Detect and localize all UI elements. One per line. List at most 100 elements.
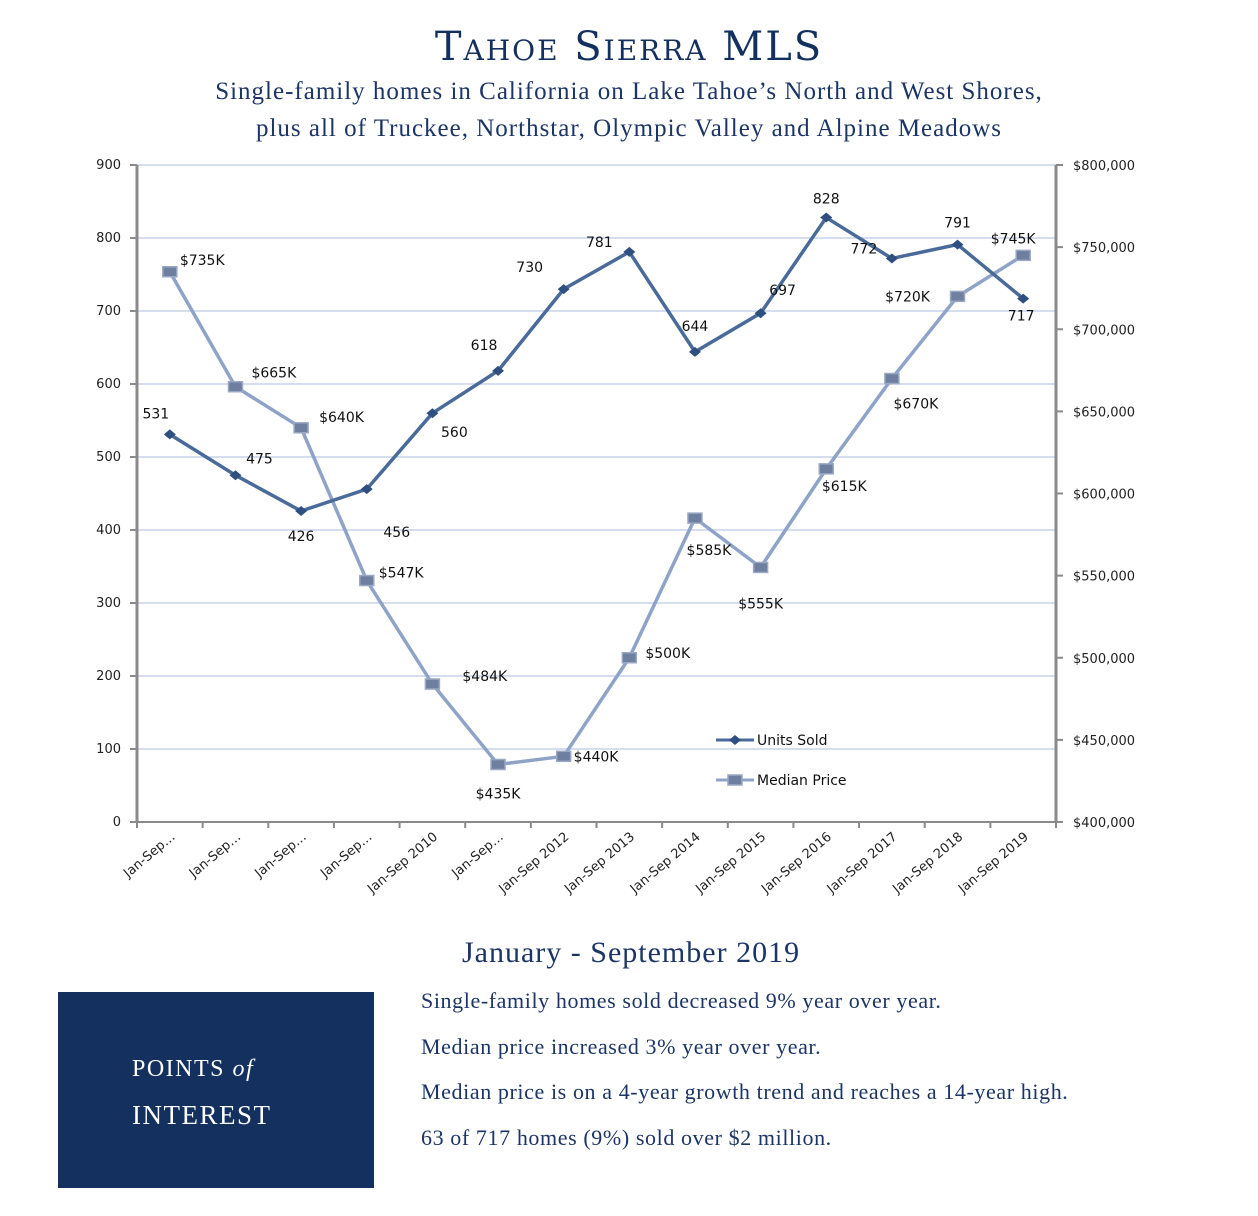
median-price-line: [168, 253, 1025, 767]
points-of-interest-box: POINTS of INTEREST: [58, 992, 374, 1188]
left-axis-tick-label: 300: [96, 596, 121, 611]
points-list: Single-family homes sold decreased 9% ye…: [421, 988, 1068, 1170]
left-axis-tick-label: 100: [96, 742, 121, 757]
median-price-marker: [293, 422, 309, 434]
legend-median-price: Median Price: [757, 773, 847, 789]
x-axis-tick-label: Jan-Sep…: [449, 830, 507, 882]
median-price-marker: [752, 561, 769, 574]
units-sold-marker: [885, 253, 898, 264]
units-sold-data-label: 730: [516, 260, 543, 276]
point-item: Median price is on a 4-year growth trend…: [421, 1079, 1069, 1104]
left-axis-tick-label: 200: [96, 669, 121, 684]
x-axis-tick-label: Jan-Sep 2013: [561, 830, 638, 898]
left-axis-tick-label: 0: [113, 815, 121, 830]
median-price-marker: [359, 574, 375, 587]
units-sold-marker: [360, 484, 373, 495]
units-sold-data-label: 475: [246, 451, 273, 467]
median-price-data-label: $484K: [462, 669, 508, 685]
median-price-marker: [621, 652, 638, 664]
gridlines: [137, 164, 1056, 750]
legend: Units Sold Median Price: [716, 733, 847, 789]
units-sold-marker: [820, 212, 833, 223]
x-axis-tick-label: Jan-Sep 2014: [627, 830, 704, 898]
poi-word-of: of: [232, 1056, 255, 1082]
median-price-marker: [818, 463, 834, 475]
median-price-data-label: $435K: [476, 787, 522, 803]
units-sold-marker: [688, 346, 701, 357]
x-axis-tick-label: Jan-Sep 2010: [364, 830, 441, 898]
subtitle-line-2: plus all of Truckee, Northstar, Olympic …: [255, 115, 1003, 142]
median-price-data-label: $665K: [251, 366, 297, 382]
median-price-marker: [687, 512, 703, 524]
median-price-data-label: $735K: [180, 253, 226, 269]
units-sold-data-label: 644: [682, 319, 709, 335]
median-price-marker: [949, 290, 966, 303]
units-sold-data-label: 791: [944, 216, 971, 232]
x-axis-tick-label: Jan-Sep…: [317, 830, 375, 882]
legend-units-diamond-icon: [729, 735, 741, 745]
units-sold-marker: [492, 365, 505, 376]
left-axis-ticks: 0 100 200 300 400 500 600 700 800 900: [96, 158, 121, 830]
units-sold-data-label: 697: [769, 283, 796, 299]
right-axis-tick-label: $550,000: [1073, 570, 1135, 585]
median-price-data-label: $555K: [738, 596, 784, 612]
units-sold-data-label: 618: [471, 338, 498, 354]
median-price-marker: [162, 266, 178, 278]
left-axis-tick-label: 700: [96, 304, 121, 319]
units-sold-marker: [557, 284, 570, 295]
units-sold-data-label: 717: [1008, 309, 1035, 325]
median-price-marker: [490, 758, 506, 771]
data-labels: 531 475 426 456 560 618 730 781 644 697 828 772 791 7…: [142, 192, 1036, 803]
median-price-marker: [424, 678, 441, 690]
units-sold-data-label: 456: [383, 525, 410, 541]
units-sold-marker: [163, 429, 176, 440]
left-axis-tick-label: 400: [96, 523, 121, 538]
line-chart: 0 100 200 300 400 500 600 700 800 900 $400,000 $45…: [96, 158, 1135, 898]
units-sold-marker: [229, 470, 242, 481]
subtitle-line-1: Single-family homes in California on Lak…: [215, 78, 1043, 105]
poi-heading-line2: INTEREST: [132, 1100, 272, 1130]
x-axis-tick-label: Jan-Sep…: [186, 830, 244, 882]
median-price-marker: [1015, 249, 1031, 262]
units-sold-marker: [754, 308, 767, 319]
median-price-data-label: $745K: [991, 231, 1037, 247]
right-axis-ticks: $400,000 $450,000 $500,000 $550,000 $600,000…: [1073, 159, 1135, 831]
left-axis-tick-label: 900: [96, 158, 121, 173]
median-price-data-label: $670K: [893, 397, 939, 413]
median-price-data-label: $440K: [574, 749, 620, 765]
median-price-data-label: $615K: [822, 479, 868, 495]
median-price-data-label: $585K: [687, 543, 733, 559]
right-axis-tick-label: $650,000: [1073, 405, 1135, 420]
point-item: Median price increased 3% year over year…: [421, 1033, 822, 1059]
x-axis-tick-label: Jan-Sep 2016: [758, 830, 835, 898]
units-sold-data-label: 531: [142, 406, 169, 422]
x-axis-tick-label: Jan-Sep…: [252, 830, 310, 882]
units-sold-data-label: 772: [851, 241, 878, 257]
series: [162, 212, 1031, 771]
median-price-data-label: $547K: [379, 566, 425, 582]
left-axis-tick-label: 500: [96, 450, 121, 465]
right-axis-tick-label: $600,000: [1073, 488, 1135, 503]
units-sold-marker: [951, 239, 964, 250]
median-price-data-label: $720K: [885, 289, 931, 305]
right-axis-tick-label: $500,000: [1073, 652, 1135, 667]
units-sold-marker: [623, 246, 636, 257]
units-sold-data-label: 828: [813, 192, 840, 208]
x-axis-tick-label: Jan-Sep 2015: [693, 830, 770, 898]
x-axis-ticks: Jan-Sep… Jan-Sep… Jan-Sep… Jan-Sep…Jan-Sep …: [120, 830, 1031, 898]
legend-units-sold: Units Sold: [757, 733, 827, 749]
units-sold-data-label: 781: [586, 235, 613, 251]
axes: [130, 164, 1063, 828]
median-price-marker: [227, 380, 244, 393]
legend-price-square-icon: [727, 774, 743, 786]
period-heading: January - September 2019: [462, 936, 801, 969]
x-axis-tick-label: Jan-Sep 2018: [889, 830, 966, 898]
poi-word-points: POINTS: [132, 1056, 226, 1082]
units-sold-marker: [1017, 293, 1030, 304]
x-axis-tick-label: Jan-Sep…: [120, 830, 178, 882]
median-price-marker: [555, 750, 572, 763]
point-item: Single-family homes sold decreased 9% ye…: [421, 988, 942, 1013]
units-sold-data-label: 426: [288, 529, 315, 545]
right-axis-tick-label: $450,000: [1073, 734, 1135, 749]
units-sold-line: [168, 215, 1025, 513]
